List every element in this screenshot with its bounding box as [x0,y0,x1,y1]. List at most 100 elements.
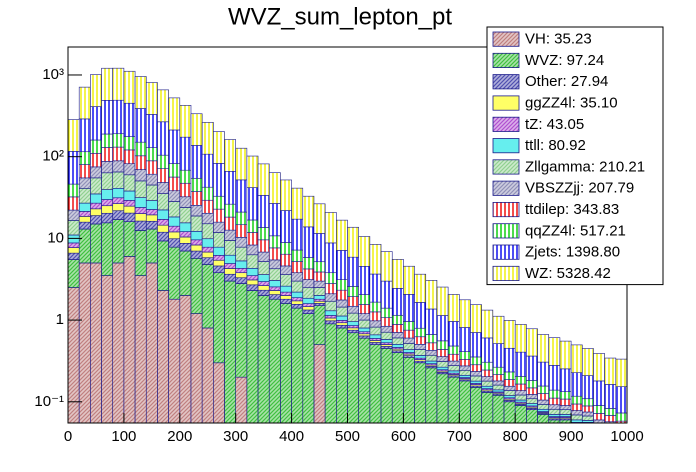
histogram-bar [347,321,359,326]
histogram-bar [235,376,248,423]
histogram-bar [391,288,404,316]
histogram-bar [157,231,169,242]
histogram-bar [414,355,427,359]
histogram-bar [168,298,181,423]
histogram-bar [514,405,527,423]
histogram-bar [224,263,237,269]
histogram-bar [604,415,617,423]
histogram-bar [313,271,326,282]
histogram-bar [157,193,169,211]
histogram-bar [168,246,181,300]
histogram-bar [134,155,147,170]
histogram-bar [380,280,393,309]
histogram-bar [235,272,248,279]
histogram-bar [503,385,516,391]
histogram-bar [302,303,315,307]
histogram-bar [134,220,147,231]
legend-swatch [492,138,520,154]
histogram-bar [68,252,80,260]
histogram-bar [615,386,627,414]
histogram-bar [347,329,359,334]
histogram-bar [168,97,181,131]
legend-swatch [492,31,520,47]
histogram-bar [336,279,348,291]
histogram-bar [213,265,225,274]
histogram-bar [268,172,281,204]
histogram-bar [347,305,359,314]
histogram-bar [581,405,594,413]
histogram-bar [68,287,80,423]
histogram-bar [179,243,192,252]
histogram-bar [537,361,550,387]
histogram-bar [90,166,102,179]
histogram-bar [559,409,572,415]
histogram-bar [425,334,438,344]
histogram-bar [369,344,382,423]
y-tick-label: 10³ [42,66,64,83]
histogram-bar [201,251,214,259]
histogram-bar [570,414,583,421]
histogram-bar [313,303,326,306]
histogram-bar [313,305,326,345]
histogram-bar [112,160,125,173]
histogram-bar [481,309,494,339]
histogram-bar [358,313,371,321]
histogram-bar [458,327,471,352]
histogram-bar [123,102,136,137]
histogram-bar [145,173,158,186]
histogram-bar [570,344,583,373]
histogram-bar [112,262,125,423]
histogram-bar [246,155,259,188]
histogram-bar [280,265,292,275]
histogram-bar [280,303,292,423]
histogram-bar [336,289,348,301]
histogram-bar [257,274,270,282]
histogram-bar [313,344,326,423]
histogram-bar [90,202,102,210]
histogram-bar [526,387,538,395]
histogram-bar [280,253,292,267]
histogram-bar [246,279,259,286]
histogram-bar [526,394,538,400]
histogram-bar [224,171,237,205]
histogram-bar [134,230,147,276]
histogram-bar [190,258,203,314]
histogram-bar [336,315,348,321]
histogram-bar [336,322,348,326]
histogram-bar [179,250,192,296]
histogram-bar [470,304,482,333]
histogram-bar [559,398,572,406]
histogram-bar [179,196,192,208]
histogram-bar [123,212,136,223]
histogram-bar [213,232,225,248]
histogram-bar [280,179,292,211]
histogram-bar [403,265,415,295]
histogram-bar [425,349,438,356]
legend-label: qqZZ4l: 517.21 [525,222,626,239]
histogram-bar [291,272,304,282]
histogram-bar [213,221,225,233]
histogram-bar [145,228,158,264]
histogram-bar [503,395,516,399]
histogram-bar [324,300,337,312]
histogram-bar [213,131,225,164]
histogram-bar [514,351,527,377]
histogram-bar [526,328,538,357]
histogram-bar [403,321,415,331]
histogram-bar [414,344,427,350]
histogram-bar [145,82,158,115]
histogram-bar [492,389,505,393]
histogram-bar [324,315,337,319]
histogram-bar [179,295,192,423]
histogram-bar [157,168,169,183]
histogram-bar [168,201,181,218]
histogram-bar [201,223,214,240]
histogram-bar [369,340,382,343]
histogram-bar [213,272,225,364]
histogram-bar [246,284,259,291]
histogram-bar [593,353,605,382]
histogram-bar [257,227,270,241]
histogram-bar [436,340,449,350]
histogram-bar [157,121,169,156]
